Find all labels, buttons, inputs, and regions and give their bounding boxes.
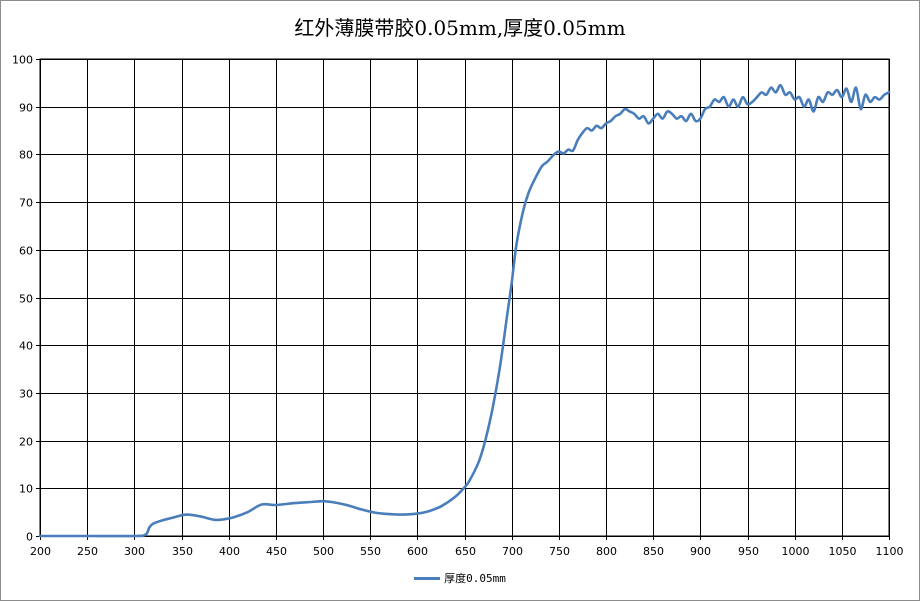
x-tick-label: 250 xyxy=(77,545,98,558)
x-tick-label: 550 xyxy=(360,545,381,558)
plot-border xyxy=(39,58,890,537)
y-tick-label: 100 xyxy=(12,54,33,67)
x-axis-ticks: 200 250 300 350 400 450 500 550 600 650 700 750 800 8… xyxy=(30,536,904,558)
x-tick-label: 1100 xyxy=(876,545,904,558)
x-tick-label: 1050 xyxy=(829,545,857,558)
x-tick-label: 450 xyxy=(266,545,287,558)
y-tick-label: 50 xyxy=(19,293,33,306)
x-tick-label: 900 xyxy=(690,545,711,558)
legend: 厚度0.05mm xyxy=(0,570,920,586)
x-tick-label: 500 xyxy=(313,545,334,558)
y-tick-label: 70 xyxy=(19,197,33,210)
x-tick-label: 950 xyxy=(738,545,759,558)
x-tick-label: 650 xyxy=(455,545,476,558)
chart-title: 红外薄膜带胶0.05mm,厚度0.05mm xyxy=(294,16,626,40)
x-tick-label: 300 xyxy=(124,545,145,558)
y-tick-label: 10 xyxy=(19,483,33,496)
x-tick-label: 400 xyxy=(219,545,240,558)
y-axis-ticks: 0 10 20 30 40 50 60 70 80 90 100 xyxy=(12,54,40,544)
x-tick-label: 700 xyxy=(502,545,523,558)
x-tick-label: 600 xyxy=(407,545,428,558)
y-tick-label: 20 xyxy=(19,436,33,449)
x-tick-label: 850 xyxy=(643,545,664,558)
x-tick-label: 800 xyxy=(596,545,617,558)
grid xyxy=(39,58,890,537)
legend-swatch xyxy=(414,576,441,580)
x-tick-label: 750 xyxy=(549,545,570,558)
y-tick-label: 90 xyxy=(19,102,33,115)
x-tick-label: 350 xyxy=(172,545,193,558)
x-tick-label: 1000 xyxy=(782,545,810,558)
plot-area xyxy=(38,83,891,538)
x-tick-label: 200 xyxy=(30,545,51,558)
y-tick-label: 80 xyxy=(19,149,33,162)
y-tick-label: 40 xyxy=(19,340,33,353)
y-tick-label: 60 xyxy=(19,245,33,258)
legend-label: 厚度0.05mm xyxy=(444,572,506,585)
y-tick-label: 30 xyxy=(19,388,33,401)
series-line xyxy=(38,83,891,538)
y-tick-label: 0 xyxy=(26,531,33,544)
